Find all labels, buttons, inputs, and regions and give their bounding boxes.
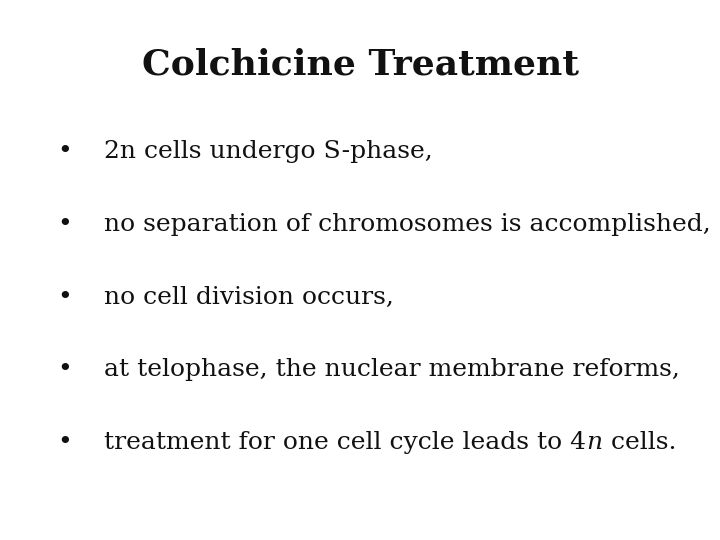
Text: cells.: cells. xyxy=(603,431,676,454)
Text: treatment for one cell cycle leads to 4: treatment for one cell cycle leads to 4 xyxy=(104,431,586,454)
Text: •: • xyxy=(58,213,72,235)
Text: no cell division occurs,: no cell division occurs, xyxy=(104,286,395,308)
Text: 2n cells undergo S-phase,: 2n cells undergo S-phase, xyxy=(104,140,433,163)
Text: no separation of chromosomes is accomplished,: no separation of chromosomes is accompli… xyxy=(104,213,711,235)
Text: •: • xyxy=(58,431,72,454)
Text: •: • xyxy=(58,140,72,163)
Text: at telophase, the nuclear membrane reforms,: at telophase, the nuclear membrane refor… xyxy=(104,359,680,381)
Text: n: n xyxy=(586,431,603,454)
Text: Colchicine Treatment: Colchicine Treatment xyxy=(142,48,578,82)
Text: •: • xyxy=(58,359,72,381)
Text: •: • xyxy=(58,286,72,308)
